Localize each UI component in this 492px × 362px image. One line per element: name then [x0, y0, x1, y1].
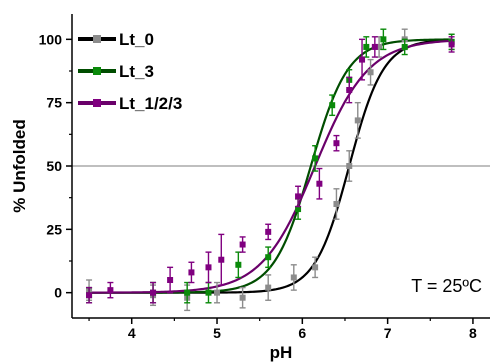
y-tick-label: 100: [39, 31, 63, 47]
y-tick-label: 25: [46, 221, 62, 237]
legend-swatch-marker: [93, 35, 101, 43]
marker: [312, 264, 319, 271]
marker: [329, 102, 336, 109]
data-point-lt-1-2-3: [333, 134, 340, 152]
data-point-lt-1-2-3: [359, 38, 366, 81]
x-tick-label: 4: [128, 325, 136, 341]
marker: [235, 261, 242, 268]
marker: [107, 287, 114, 294]
temperature-annotation: T = 25ºC: [411, 276, 482, 296]
x-tick-label: 5: [213, 325, 221, 341]
marker: [401, 43, 408, 50]
marker: [295, 206, 302, 213]
data-point-lt-0: [239, 286, 246, 309]
legend-swatch-marker: [93, 67, 101, 75]
data-point-lt-1-2-3: [371, 36, 378, 58]
data-point-lt-0: [367, 58, 374, 86]
marker: [312, 155, 319, 162]
data-point-lt-1-2-3: [316, 167, 323, 200]
data-point-lt-0: [333, 188, 340, 220]
legend-item-lt-0: Lt_0: [78, 30, 154, 49]
marker: [367, 69, 374, 76]
marker: [333, 201, 340, 207]
fit-curve-lt-1-2-3: [89, 39, 452, 294]
x-tick-label: 8: [469, 325, 477, 341]
y-axis-title: % Unfolded: [10, 119, 29, 213]
data-point-lt-0: [265, 274, 272, 301]
marker: [150, 289, 157, 296]
legend-item-lt-1-2-3: Lt_1/2/3: [78, 94, 182, 113]
marker: [239, 241, 246, 248]
data-point-lt-1-2-3: [205, 251, 212, 284]
marker: [290, 274, 297, 281]
x-axis-title: pH: [270, 343, 293, 362]
data-point-lt-3: [401, 38, 408, 56]
marker: [205, 289, 212, 296]
marker: [346, 87, 353, 93]
data-point-lt-1-2-3: [448, 36, 455, 53]
x-tick-label: 7: [384, 325, 392, 341]
legend-label: Lt_3: [119, 62, 154, 81]
data-point-lt-1-2-3: [239, 236, 246, 253]
y-tick-label: 0: [54, 285, 62, 301]
marker: [239, 294, 246, 301]
data-point-lt-0: [354, 101, 361, 139]
data-point-lt-3: [329, 94, 336, 117]
marker: [205, 264, 212, 271]
marker: [167, 277, 174, 283]
data-point-lt-1-2-3: [86, 286, 93, 304]
marker: [371, 43, 378, 50]
marker: [363, 43, 370, 50]
data-points-layer: [86, 28, 455, 312]
data-point-lt-1-2-3: [167, 266, 174, 294]
legend-label: Lt_0: [119, 30, 154, 49]
marker: [380, 36, 387, 43]
data-point-lt-1-2-3: [188, 261, 195, 284]
legend-swatch-marker: [93, 99, 101, 107]
marker: [265, 254, 272, 261]
legend-label: Lt_1/2/3: [119, 94, 182, 113]
marker: [295, 193, 302, 200]
marker: [86, 292, 93, 299]
data-point-lt-3: [380, 28, 387, 51]
marker: [333, 140, 340, 147]
data-point-lt-3: [235, 251, 242, 279]
data-point-lt-0: [290, 264, 297, 291]
data-point-lt-1-2-3: [218, 233, 225, 286]
data-point-lt-1-2-3: [346, 76, 353, 104]
data-point-lt-0: [346, 150, 353, 182]
data-point-lt-3: [205, 281, 212, 304]
x-tick-label: 6: [298, 325, 306, 341]
marker: [188, 269, 195, 276]
data-point-lt-0: [312, 256, 319, 279]
data-point-lt-1-2-3: [295, 185, 302, 208]
marker: [265, 284, 272, 291]
legend: Lt_0 Lt_3 Lt_1/2/3: [78, 30, 182, 113]
data-point-lt-1-2-3: [150, 281, 157, 304]
marker: [218, 256, 225, 263]
ticks-layer: 4 5 6 7 8 0 25 50 75 100: [39, 31, 477, 341]
data-point-lt-1-2-3: [107, 281, 114, 299]
marker: [214, 289, 221, 296]
marker: [316, 180, 323, 187]
y-tick-label: 75: [46, 95, 62, 111]
data-point-lt-1-2-3: [265, 223, 272, 241]
marker: [184, 289, 191, 296]
marker: [359, 56, 366, 63]
y-tick-label: 50: [46, 158, 62, 174]
data-point-lt-3: [265, 246, 272, 269]
legend-item-lt-3: Lt_3: [78, 62, 154, 81]
marker: [265, 228, 272, 235]
marker: [376, 43, 383, 50]
marker: [346, 163, 353, 169]
data-point-lt-3: [312, 145, 319, 172]
marker: [354, 117, 361, 124]
data-point-lt-0: [214, 281, 221, 304]
marker: [448, 41, 455, 48]
